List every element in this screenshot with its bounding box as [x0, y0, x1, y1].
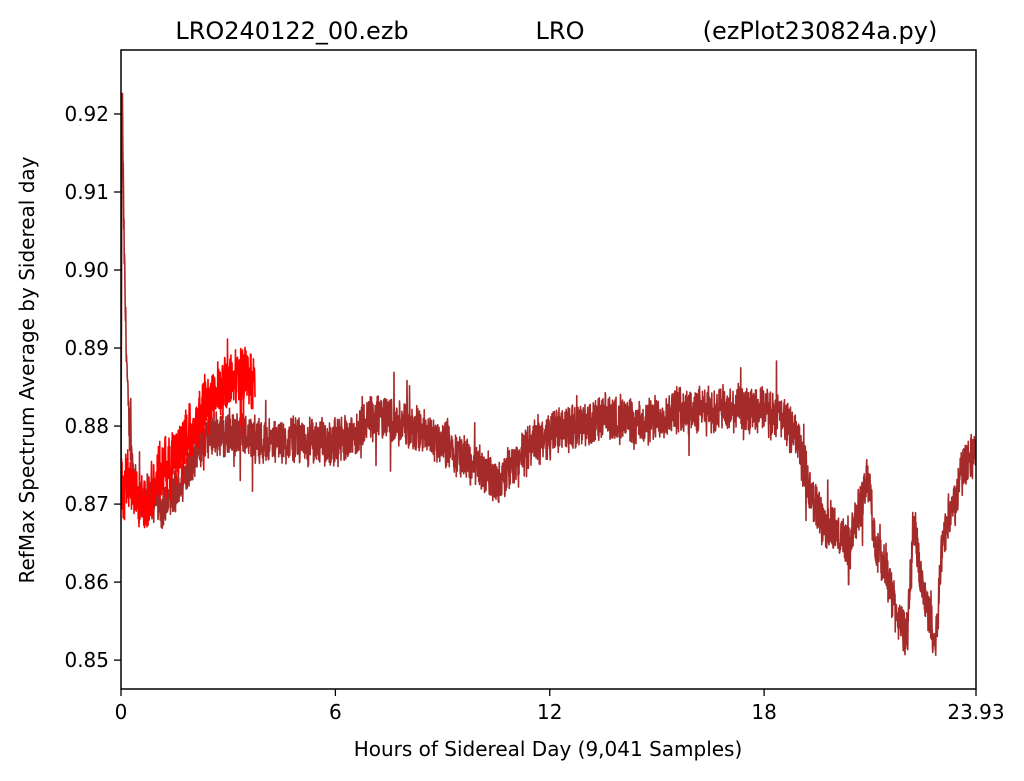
- x-tick-label: 23.93: [947, 700, 1004, 724]
- chart-title: LRO240122_00.ezb LRO (ezPlot230824a.py): [175, 17, 937, 45]
- series-layer: [121, 92, 976, 657]
- y-tick-label: 0.87: [64, 492, 109, 516]
- y-tick-label: 0.85: [64, 648, 109, 672]
- x-tick-label: 6: [329, 700, 342, 724]
- x-axis: 0 6 12 18 23.93: [115, 689, 1005, 724]
- x-axis-title: Hours of Sidereal Day (9,041 Samples): [354, 737, 743, 761]
- y-tick-label: 0.88: [64, 414, 109, 438]
- y-tick-label: 0.86: [64, 570, 109, 594]
- y-tick-label: 0.90: [64, 258, 109, 282]
- y-tick-label: 0.92: [64, 102, 109, 126]
- y-tick-label: 0.89: [64, 336, 109, 360]
- series-line-0: [121, 92, 976, 657]
- title-part-station: LRO: [536, 17, 585, 45]
- x-tick-label: 12: [537, 700, 562, 724]
- title-part-script: (ezPlot230824a.py): [703, 17, 938, 45]
- title-part-file: LRO240122_00.ezb: [175, 17, 408, 45]
- y-axis-title: RefMax Spectrum Average by Sidereal day: [15, 156, 39, 583]
- plot-frame: [120, 49, 977, 690]
- x-tick-label: 18: [751, 700, 776, 724]
- y-axis: 0.85 0.86 0.87 0.88 0.89 0.90 0.91 0.92: [64, 102, 121, 672]
- x-tick-label: 0: [115, 700, 128, 724]
- y-tick-label: 0.91: [64, 180, 109, 204]
- series-line-1: [121, 338, 256, 529]
